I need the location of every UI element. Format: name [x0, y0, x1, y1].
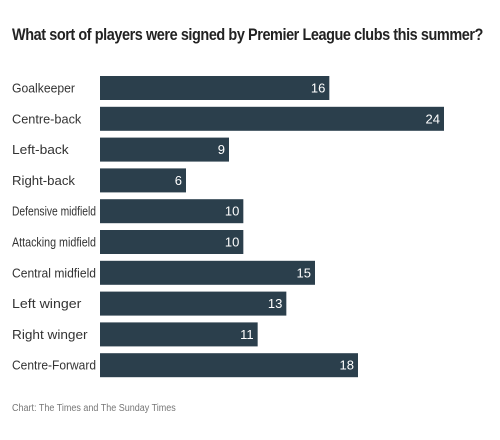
chart-title: What sort of players were signed by Prem…	[12, 25, 483, 44]
value-label: 18	[340, 358, 354, 373]
value-label: 10	[225, 235, 239, 250]
value-label: 24	[426, 111, 440, 126]
bar	[100, 106, 444, 131]
bar	[100, 353, 358, 378]
bar	[100, 230, 244, 254]
category-label: Right-back	[12, 173, 76, 188]
value-label: 6	[175, 173, 182, 188]
value-label: 9	[218, 142, 225, 157]
category-label: Left-back	[12, 142, 69, 157]
category-label: Centre-back	[12, 111, 82, 126]
value-label: 10	[225, 204, 239, 219]
value-label: 13	[268, 296, 282, 311]
bar	[100, 199, 244, 224]
value-label: 11	[240, 327, 254, 342]
bar	[100, 322, 258, 347]
category-label: Left winger	[12, 296, 82, 311]
category-label: Attacking midfield	[12, 235, 96, 250]
value-label: 15	[297, 265, 311, 280]
bar	[100, 291, 287, 316]
bar	[100, 168, 186, 193]
chart-source: Chart: The Times and The Sunday Times	[12, 403, 176, 414]
category-label: Centre-Forward	[12, 358, 96, 373]
bar	[100, 137, 229, 162]
category-label: Goalkeeper	[12, 81, 76, 96]
category-label: Defensive midfield	[12, 204, 96, 219]
value-label: 16	[311, 81, 325, 96]
category-label: Right winger	[12, 327, 88, 342]
bar	[100, 260, 315, 285]
bar	[100, 76, 330, 100]
category-label: Central midfield	[12, 265, 96, 280]
